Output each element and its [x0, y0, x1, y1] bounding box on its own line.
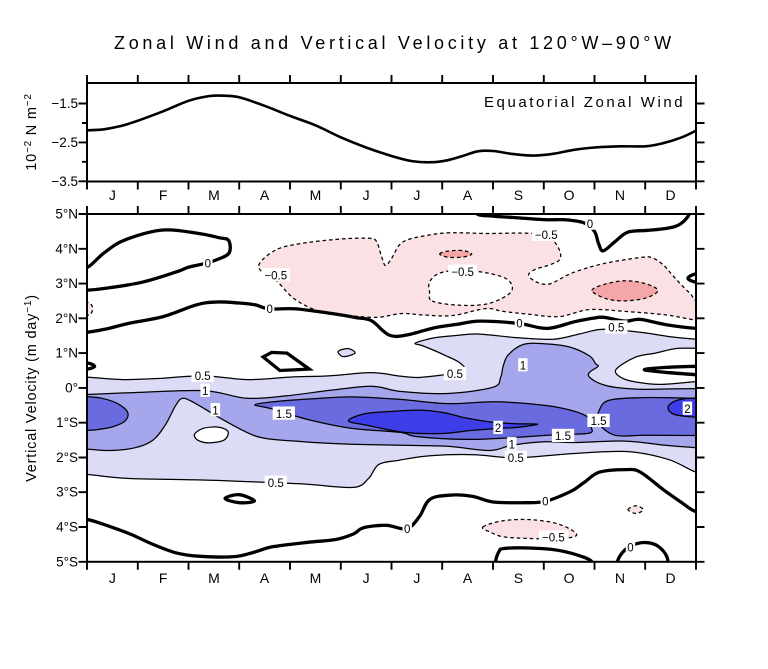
- svg-text:N: N: [615, 570, 625, 586]
- svg-text:M: M: [310, 570, 322, 586]
- svg-text:−1.5: −1.5: [51, 96, 78, 111]
- svg-text:1°S: 1°S: [56, 415, 78, 430]
- svg-text:M: M: [208, 187, 220, 203]
- svg-text:1: 1: [202, 386, 208, 398]
- svg-text:S: S: [514, 187, 523, 203]
- svg-text:N: N: [615, 187, 625, 203]
- svg-text:A: A: [463, 187, 473, 203]
- svg-text:1: 1: [212, 405, 218, 417]
- svg-text:0.5: 0.5: [195, 371, 211, 383]
- svg-text:F: F: [159, 187, 168, 203]
- svg-text:0: 0: [542, 496, 548, 508]
- svg-text:−0.5: −0.5: [542, 533, 565, 545]
- svg-text:0.5: 0.5: [268, 478, 284, 490]
- svg-text:0.5: 0.5: [508, 453, 524, 465]
- svg-text:0: 0: [404, 524, 410, 536]
- svg-text:J: J: [413, 570, 420, 586]
- svg-text:O: O: [564, 187, 575, 203]
- svg-text:D: D: [666, 187, 676, 203]
- svg-text:3°N: 3°N: [55, 276, 78, 291]
- svg-text:5°S: 5°S: [56, 554, 78, 569]
- svg-text:2: 2: [684, 404, 690, 416]
- svg-text:0: 0: [266, 304, 272, 316]
- svg-text:0: 0: [516, 318, 522, 330]
- svg-text:1: 1: [520, 360, 526, 372]
- svg-text:1: 1: [509, 439, 515, 451]
- svg-text:4°S: 4°S: [56, 520, 78, 535]
- svg-text:−2.5: −2.5: [51, 135, 78, 150]
- svg-text:M: M: [208, 570, 220, 586]
- svg-text:3°S: 3°S: [56, 485, 78, 500]
- svg-text:1.5: 1.5: [591, 416, 607, 428]
- svg-text:2°N: 2°N: [55, 311, 78, 326]
- svg-text:S: S: [514, 570, 523, 586]
- svg-text:−0.5: −0.5: [451, 267, 474, 279]
- svg-text:0.5: 0.5: [608, 323, 624, 335]
- svg-text:1.5: 1.5: [555, 431, 571, 443]
- svg-text:A: A: [260, 187, 270, 203]
- svg-text:J: J: [363, 570, 370, 586]
- svg-text:0: 0: [587, 219, 593, 231]
- svg-text:F: F: [159, 570, 168, 586]
- svg-text:J: J: [109, 187, 116, 203]
- svg-text:−0.5: −0.5: [535, 230, 558, 242]
- svg-text:A: A: [463, 570, 473, 586]
- svg-text:0: 0: [205, 259, 211, 271]
- svg-text:O: O: [564, 570, 575, 586]
- svg-text:J: J: [109, 570, 116, 586]
- svg-text:0: 0: [627, 542, 633, 554]
- svg-text:Vertical Velocity (m day−1): Vertical Velocity (m day−1): [23, 294, 40, 482]
- svg-text:5°N: 5°N: [55, 207, 78, 222]
- svg-text:M: M: [310, 187, 322, 203]
- svg-text:Equatorial Zonal Wind: Equatorial Zonal Wind: [484, 94, 685, 111]
- svg-text:Zonal Wind and Vertical Veloci: Zonal Wind and Vertical Velocity at 120°…: [114, 33, 675, 53]
- svg-text:2°S: 2°S: [56, 450, 78, 465]
- svg-text:0.5: 0.5: [447, 369, 463, 381]
- svg-text:0°: 0°: [65, 380, 78, 395]
- svg-text:2: 2: [495, 423, 501, 435]
- svg-text:D: D: [666, 570, 676, 586]
- svg-text:−3.5: −3.5: [51, 174, 78, 189]
- svg-text:J: J: [363, 187, 370, 203]
- svg-text:J: J: [413, 187, 420, 203]
- svg-text:−0.5: −0.5: [264, 270, 287, 282]
- svg-text:1.5: 1.5: [276, 409, 292, 421]
- svg-text:1°N: 1°N: [55, 346, 78, 361]
- svg-text:A: A: [260, 570, 270, 586]
- svg-text:4°N: 4°N: [55, 241, 78, 256]
